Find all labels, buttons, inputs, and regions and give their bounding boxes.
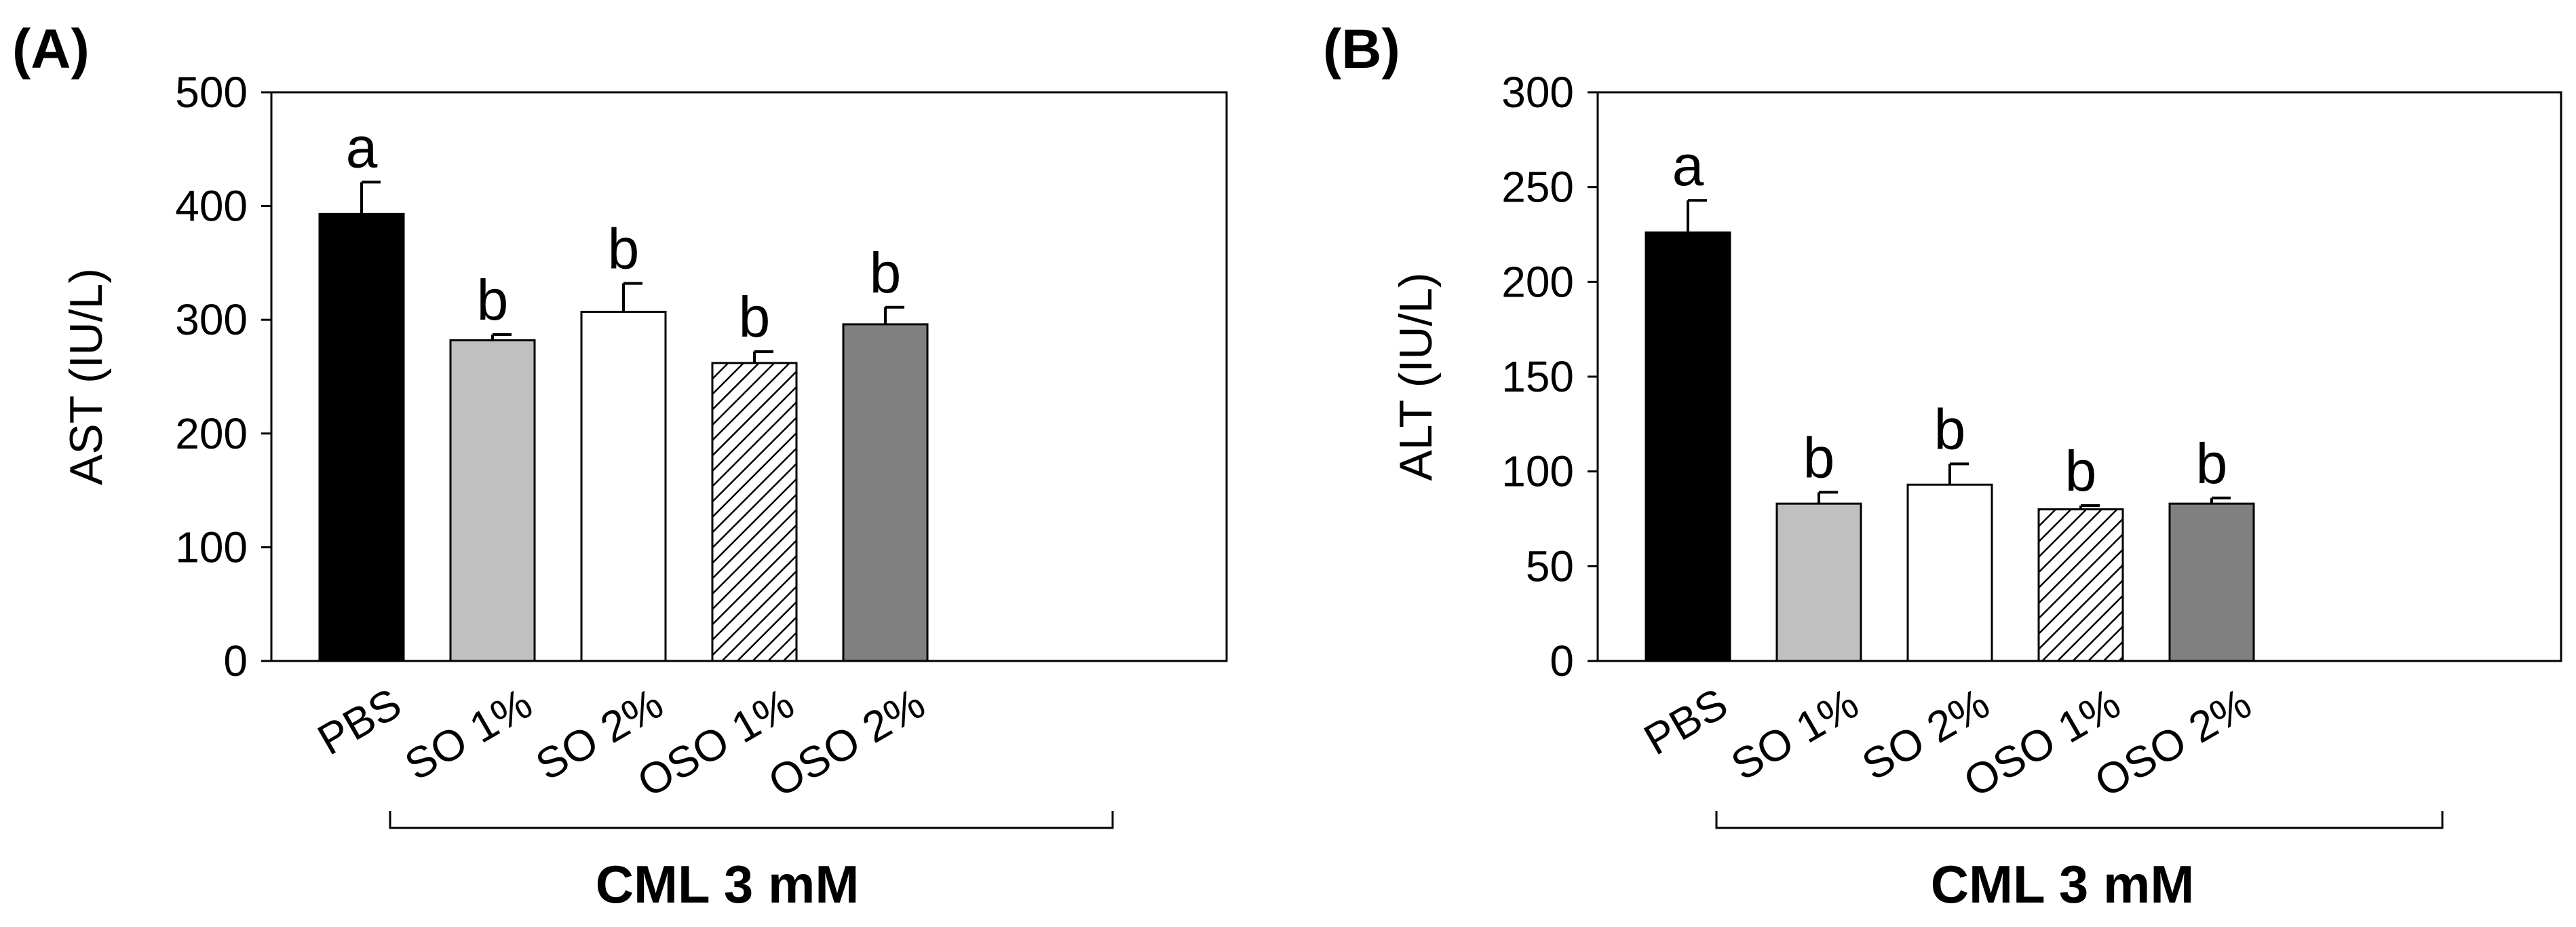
panel-a-y-tick-label: 100 (175, 523, 248, 571)
panel-a-bar-4 (842, 323, 929, 662)
panel-b-y-tick-label: 250 (1501, 163, 1574, 212)
panel-b-significance-label-3: b (2065, 439, 2097, 503)
panel-a-significance-label-3: b (739, 285, 771, 349)
panel-a-bar-2 (580, 310, 667, 662)
panel-b-group-label: CML 3 mM (1931, 854, 2195, 914)
panel-b-y-tick-label: 0 (1550, 637, 1574, 685)
panel-a-y-tick-label: 400 (175, 182, 248, 231)
panel-a-group-label: CML 3 mM (596, 854, 860, 914)
panel-b-significance-label-1: b (1803, 425, 1835, 489)
panel-b-y-tick-label: 300 (1501, 68, 1574, 117)
panel-b-bar-2 (1906, 483, 1993, 662)
panel-b-bars: a b b b b (1645, 134, 2255, 662)
panel-a-bars: a b b b b (318, 115, 929, 662)
panel-b-y-axis: 0 50 100 150 200 250 300 (1501, 68, 1599, 685)
panel-b-significance-label-0: a (1672, 134, 1704, 197)
panel-b-significance-label-2: b (1934, 397, 1966, 461)
panel-a-y-tick-label: 500 (175, 68, 248, 117)
panel-a-bar-3 (711, 362, 798, 662)
panel-a-significance-label-2: b (608, 217, 640, 281)
panel-a-y-axis: 0 100 200 300 400 500 (175, 68, 273, 685)
panel-b-y-tick-label: 200 (1501, 257, 1574, 306)
panel-a-y-axis-title: AST (IU/L) (60, 268, 112, 485)
panel-a-y-tick-label: 300 (175, 295, 248, 344)
panel-a-label: (A) (12, 18, 90, 80)
panel-a-significance-label-1: b (477, 268, 509, 332)
panel-a-significance-label-0: a (346, 115, 378, 179)
panel-a-group-bracket (389, 811, 1114, 829)
panel-b-bar-4 (2168, 502, 2255, 662)
panel-a-y-tick-label: 200 (175, 409, 248, 458)
panel-a-y-tick-label: 0 (223, 637, 248, 685)
panel-a: (A) 0 100 200 300 400 500 AST (IU/L) a b b b b PB… (12, 18, 1228, 914)
panel-b-bar-1 (1775, 502, 1862, 662)
panel-a-bar-0 (318, 212, 405, 662)
panel-b-category-label-1: SO 1% (1723, 679, 1867, 790)
panel-b-bar-0 (1645, 231, 1731, 662)
panel-a-significance-label-4: b (870, 241, 902, 305)
panel-b-category-label-0: PBS (1636, 679, 1735, 764)
panel-a-category-label-0: PBS (309, 679, 409, 764)
panel-a-category-label-1: SO 1% (397, 679, 541, 790)
panel-b-y-tick-label: 100 (1501, 447, 1574, 496)
panel-a-bar-1 (449, 339, 536, 662)
panel-b-bar-3 (2037, 508, 2124, 662)
panel-b-y-tick-label: 150 (1501, 352, 1574, 401)
panel-b-y-axis-title: ALT (IU/L) (1390, 272, 1442, 480)
panel-b-label: (B) (1323, 18, 1400, 80)
panel-b-y-tick-label: 50 (1526, 542, 1574, 590)
panel-b-group-bracket (1715, 811, 2444, 829)
panel-b-significance-label-4: b (2196, 432, 2228, 495)
